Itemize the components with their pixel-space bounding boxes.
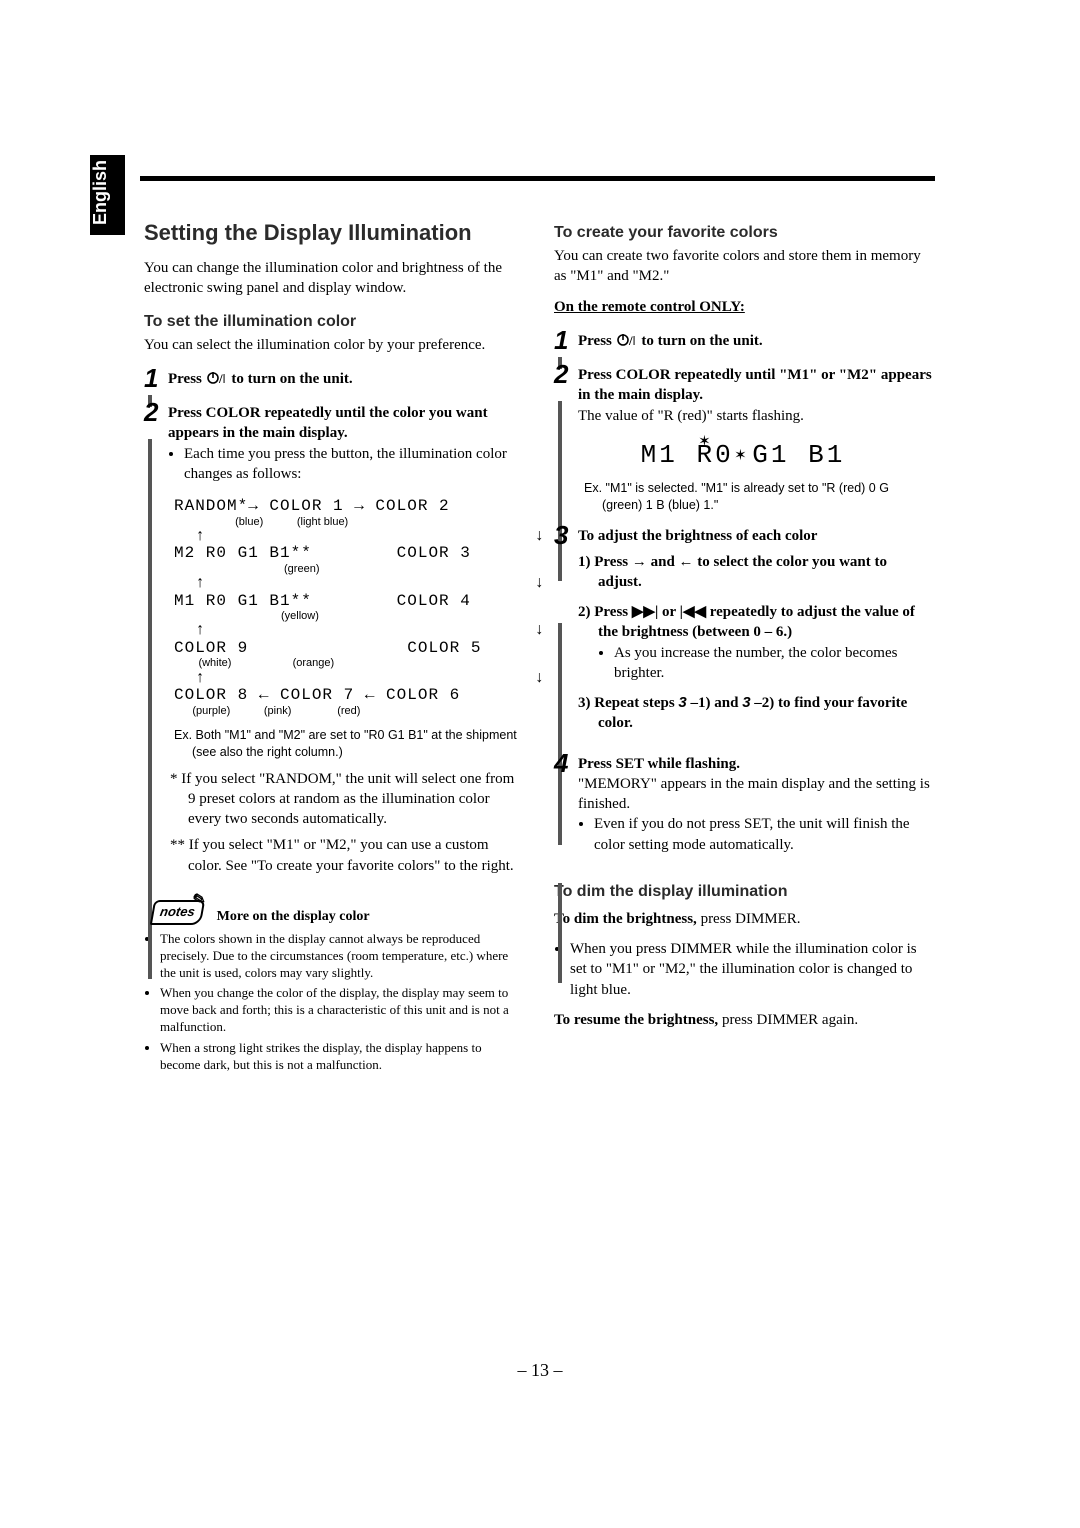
notes-bullet-1: The colors shown in the display cannot a… — [160, 931, 522, 982]
example-note: Ex. Both "M1" and "M2" are set to "R0 G1… — [174, 727, 522, 761]
cycle-r7: COLOR 9 COLOR 5 — [174, 640, 522, 658]
step-1-text: Press /ǀ to turn on the unit. — [168, 365, 353, 391]
asterisk-note-2: ** If you select "M1" or "M2," you can u… — [188, 835, 522, 876]
page-content: Setting the Display Illumination You can… — [144, 220, 934, 1078]
cycle-a9: (purple) (pink) (red) — [174, 705, 522, 717]
svg-text:/ǀ: /ǀ — [218, 371, 225, 385]
top-rule — [140, 176, 935, 181]
page-number: – 13 – — [0, 1360, 1080, 1381]
r-step-3-number: 3 — [554, 522, 578, 548]
r-step-1-text: Press /ǀ to turn on the unit. — [578, 327, 763, 353]
notes-bullet-2: When you change the color of the display… — [160, 985, 522, 1036]
color-cycle-diagram: RANDOM*→ COLOR 1 → COLOR 2 (blue) (light… — [174, 498, 522, 717]
r-step-2-text: Press COLOR repeatedly until "M1" or "M2… — [578, 361, 932, 426]
dim-bullet-1: When you press DIMMER while the illumina… — [570, 939, 932, 1000]
flash-mark-1: ✶ — [699, 430, 710, 452]
r-step-4-number: 4 — [554, 750, 578, 776]
substep-3-2: 2) Press ▶▶| or |◀◀ repeatedly to adjust… — [598, 602, 932, 643]
notes-block: notes More on the display color The colo… — [144, 900, 522, 1074]
r-step-2-number: 2 — [554, 361, 578, 387]
dim1b: press DIMMER. — [697, 911, 801, 927]
step-1-text-b: to turn on the unit. — [231, 371, 352, 387]
s3-3n2: 3 — [742, 694, 750, 711]
r-step-4-bullet: Even if you do not press SET, the unit w… — [594, 814, 932, 855]
r-step-4-text: Press SET while flashing. "MEMORY" appea… — [578, 750, 932, 815]
r-step-3: 3 To adjust the brightness of each color — [554, 522, 932, 548]
dim1a: To dim the brightness, — [554, 911, 697, 927]
section-title: Setting the Display Illumination — [144, 220, 522, 246]
step-2-number: 2 — [144, 399, 168, 425]
cycle-r2: ↑ ↓ — [174, 528, 522, 546]
s3-3a: 3) Repeat steps — [578, 695, 678, 711]
notes-title: More on the display color — [217, 909, 370, 925]
cycle-r1: RANDOM*→ COLOR 1 → COLOR 2 — [174, 498, 522, 516]
r-step-1-text-b: to turn on the unit. — [641, 333, 762, 349]
substep-3-3: 3) Repeat steps 3 –1) and 3 –2) to find … — [598, 693, 932, 734]
cycle-r9: COLOR 8 ← COLOR 7 ← COLOR 6 — [174, 687, 522, 705]
s3-3n1: 3 — [678, 694, 686, 711]
r-step-1-number: 1 — [554, 327, 578, 353]
step-bar-2 — [148, 439, 152, 979]
language-tab: English — [90, 155, 125, 235]
substep-3-2-bullets: As you increase the number, the color be… — [614, 643, 932, 684]
r-step-4-bullets: Even if you do not press SET, the unit w… — [594, 814, 932, 855]
r-step-2: 2 Press COLOR repeatedly until "M1" or "… — [554, 361, 932, 426]
cycle-r6: ↑ ↓ — [174, 622, 522, 640]
notes-icon: notes — [150, 900, 205, 925]
step-1-text-a: Press — [168, 371, 206, 387]
lcd-display: ✶ ✶ M1 R0 G1 B1 — [554, 440, 932, 470]
r-step-1: 1 Press /ǀ to turn on the unit. — [554, 327, 932, 353]
remote-only: On the remote control ONLY: — [554, 297, 932, 317]
step-2-bullets: Each time you press the button, the illu… — [184, 444, 522, 485]
step-2-text: Press COLOR repeatedly until the color y… — [168, 399, 522, 444]
r-step-bar-4 — [558, 883, 562, 983]
asterisk-note-1: * If you select "RANDOM," the unit will … — [188, 769, 522, 830]
step-2: 2 Press COLOR repeatedly until the color… — [144, 399, 522, 444]
subheading-create-colors: To create your favorite colors — [554, 224, 932, 242]
r-step-bar-2 — [558, 401, 562, 581]
dim2b: press DIMMER again. — [718, 1012, 858, 1028]
notes-bullet-3: When a strong light strikes the display,… — [160, 1040, 522, 1074]
r-step-3-text: To adjust the brightness of each color — [578, 522, 817, 546]
step-2-bullet-1: Each time you press the button, the illu… — [184, 444, 522, 485]
cycle-a1: (blue) (light blue) — [174, 516, 522, 528]
r-step-4-bold: Press SET while flashing. — [578, 756, 740, 772]
remote-only-text: On the remote control ONLY: — [554, 299, 745, 315]
step-1-number: 1 — [144, 365, 168, 391]
r-step-4: 4 Press SET while flashing. "MEMORY" app… — [554, 750, 932, 815]
cycle-r3: M2 R0 G1 B1** COLOR 3 — [174, 545, 522, 563]
dim-line-1: To dim the brightness, press DIMMER. — [554, 909, 932, 929]
dim-bullets: When you press DIMMER while the illumina… — [570, 939, 932, 1000]
r-step-1-text-a: Press — [578, 333, 616, 349]
create-intro: You can create two favorite colors and s… — [554, 246, 932, 287]
svg-text:/ǀ: /ǀ — [628, 333, 635, 347]
right-column: To create your favorite colors You can c… — [554, 220, 932, 1078]
subheading-set-color: To set the illumination color — [144, 313, 522, 331]
substep-3-1: 1) Press → and ← to select the color you… — [598, 552, 932, 593]
cycle-r5: M1 R0 G1 B1** COLOR 4 — [174, 593, 522, 611]
power-icon: /ǀ — [206, 371, 228, 391]
dim-line-2: To resume the brightness, press DIMMER a… — [554, 1010, 932, 1030]
step-1: 1 Press /ǀ to turn on the unit. — [144, 365, 522, 391]
s3-3b: –1) and — [687, 695, 742, 711]
dim2a: To resume the brightness, — [554, 1012, 718, 1028]
r-step-2-bold: Press COLOR repeatedly until "M1" or "M2… — [578, 367, 932, 403]
intro-text: You can change the illumination color an… — [144, 258, 522, 299]
sub1-intro: You can select the illumination color by… — [144, 335, 522, 355]
left-column: Setting the Display Illumination You can… — [144, 220, 522, 1078]
substep-3-2-bullet: As you increase the number, the color be… — [614, 643, 932, 684]
power-icon-2: /ǀ — [616, 333, 638, 353]
r-step-4-plain: "MEMORY" appears in the main display and… — [578, 776, 930, 812]
r-example-note: Ex. "M1" is selected. "M1" is already se… — [584, 480, 932, 514]
flash-mark-2: ✶ — [735, 444, 746, 466]
cycle-r8: ↑ ↓ — [174, 670, 522, 688]
cycle-a7: (white) (orange) — [174, 657, 522, 669]
cycle-r4: ↑ ↓ — [174, 575, 522, 593]
notes-bullets: The colors shown in the display cannot a… — [144, 931, 522, 1074]
subheading-dim: To dim the display illumination — [554, 883, 932, 901]
r-step-2-plain: The value of "R (red)" starts flashing. — [578, 408, 804, 424]
